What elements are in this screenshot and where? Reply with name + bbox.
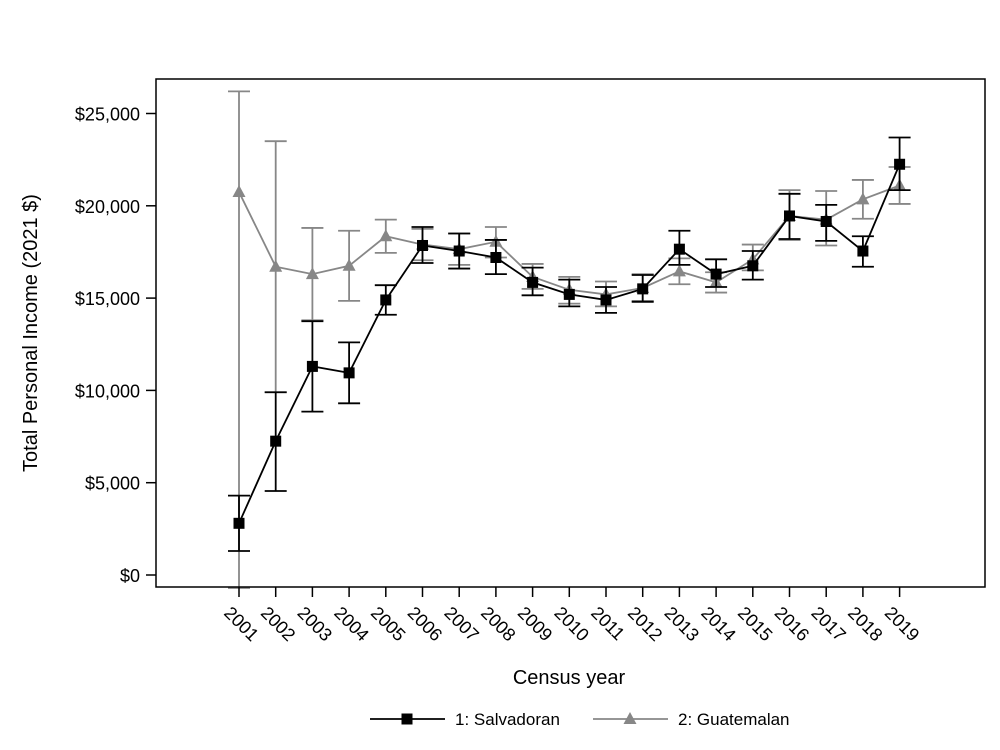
legend-marker-guatemalan <box>623 712 637 724</box>
y-axis: $0 $5,000 $10,000 $15,000 $20,000 $25,000 <box>75 105 156 586</box>
legend-label-salvadoran: 1: Salvadoran <box>455 710 560 729</box>
salvadoran-point <box>784 210 795 222</box>
x-tick-label: 2016 <box>771 603 813 645</box>
salvadoran-point <box>306 360 318 372</box>
salvadoran-point <box>710 268 722 280</box>
x-tick-label: 2011 <box>587 603 629 645</box>
salvadoran-point <box>857 245 869 257</box>
x-tick-label: 2017 <box>807 603 849 645</box>
x-axis: 2001200220032004200520062007200820092010… <box>220 587 923 645</box>
series-guatemalan <box>228 90 911 589</box>
y-tick-label: $20,000 <box>75 197 140 217</box>
salvadoran-point <box>417 239 428 251</box>
guatemalan-point <box>672 264 686 277</box>
x-tick-label: 2007 <box>440 603 482 645</box>
y-tick-label: $0 <box>120 566 140 586</box>
salvadoran-point <box>673 243 685 255</box>
guatemalan-point <box>856 192 870 205</box>
y-axis-label: Total Personal Income (2021 $) <box>20 194 42 472</box>
x-tick-label: 2010 <box>550 603 592 645</box>
series-salvadoran <box>228 136 911 552</box>
guatemalan-point <box>305 267 319 280</box>
x-tick-label: 2002 <box>257 603 299 645</box>
x-axis-label: Census year <box>513 667 626 689</box>
x-tick-label: 2003 <box>294 603 336 645</box>
salvadoran-point <box>820 215 832 227</box>
salvadoran-line <box>238 163 901 524</box>
guatemalan-point <box>379 229 393 242</box>
x-tick-label: 2018 <box>844 603 886 645</box>
x-tick-label: 2012 <box>624 603 666 645</box>
x-tick-label: 2014 <box>697 603 739 645</box>
plot-frame <box>155 78 986 588</box>
guatemalan-point <box>342 258 356 271</box>
x-tick-label: 2019 <box>881 603 923 645</box>
x-tick-label: 2013 <box>661 603 703 645</box>
salvadoran-point <box>270 435 282 447</box>
y-tick-label: $5,000 <box>85 474 140 494</box>
x-tick-label: 2001 <box>220 603 262 645</box>
legend-marker-salvadoran <box>401 713 413 725</box>
x-tick-label: 2015 <box>734 603 776 645</box>
legend-label-guatemalan: 2: Guatemalan <box>678 710 790 729</box>
salvadoran-point <box>527 276 539 288</box>
salvadoran-point <box>490 251 502 263</box>
guatemalan-point <box>269 259 283 272</box>
x-tick-label: 2006 <box>404 603 446 645</box>
x-tick-label: 2009 <box>514 603 556 645</box>
y-tick-label: $15,000 <box>75 289 140 309</box>
salvadoran-point <box>380 294 392 306</box>
salvadoran-point <box>600 294 612 306</box>
salvadoran-point <box>563 288 575 300</box>
x-tick-label: 2008 <box>477 603 519 645</box>
y-tick-label: $10,000 <box>75 381 140 401</box>
guatemalan-point <box>232 184 246 197</box>
salvadoran-point <box>747 260 759 272</box>
salvadoran-point <box>894 158 906 170</box>
salvadoran-point <box>233 517 245 529</box>
x-tick-label: 2005 <box>367 603 409 645</box>
salvadoran-point <box>453 245 465 257</box>
y-tick-label: $25,000 <box>75 105 140 125</box>
legend: 1: Salvadoran 2: Guatemalan <box>370 710 790 729</box>
salvadoran-point <box>343 367 355 379</box>
x-tick-label: 2004 <box>330 603 372 645</box>
salvadoran-point <box>637 283 649 295</box>
